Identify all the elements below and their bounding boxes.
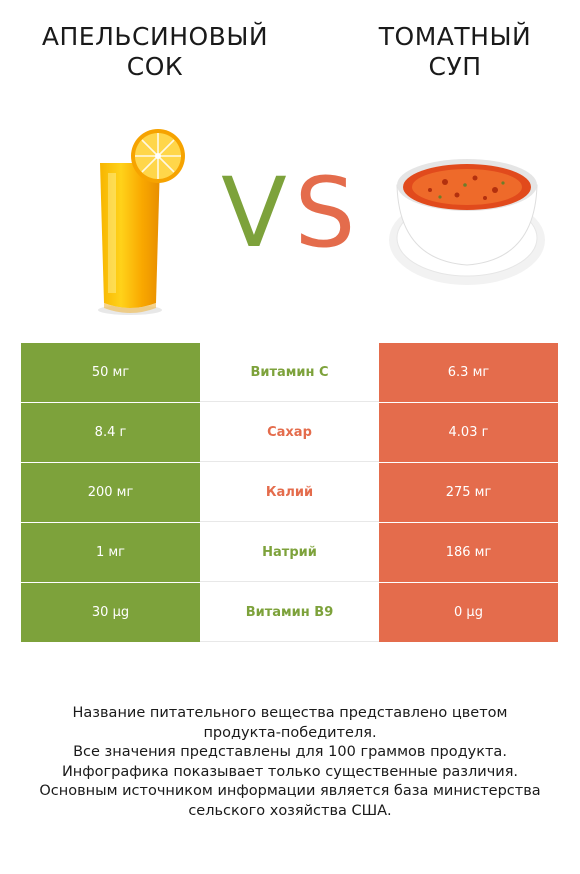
nutrient-name-cell: Натрий: [200, 523, 379, 582]
nutrient-name-cell: Витамин B9: [200, 583, 379, 642]
nutrient-name-cell: Сахар: [200, 403, 379, 462]
table-row: 1 мг Натрий 186 мг: [21, 523, 558, 583]
table-row: 50 мг Витамин C 6.3 мг: [21, 343, 558, 403]
right-value-cell: 186 мг: [379, 523, 558, 582]
footer-line3-num: 100: [328, 744, 356, 760]
left-value-cell: 30 µg: [21, 583, 200, 642]
right-value-cell: 0 µg: [379, 583, 558, 642]
footer-line4: Инфографика показывает только существенн…: [61, 763, 519, 780]
left-value-cell: 1 мг: [21, 523, 200, 582]
nutrient-name-cell: Калий: [200, 463, 379, 522]
comparison-table: 50 мг Витамин C 6.3 мг 8.4 г Сахар 4.03 г 200 …: [21, 343, 558, 643]
left-title-line2: СОК: [126, 52, 184, 81]
table-row: 30 µg Витамин B9 0 µg: [21, 583, 558, 643]
right-value-cell: 275 мг: [379, 463, 558, 522]
footer-line1: Название питательного вещества представл…: [72, 705, 508, 721]
vs-label: V S: [222, 160, 356, 260]
nutrient-name-cell: Витамин C: [200, 343, 379, 402]
left-title-line1: АПЕЛЬСИНОВЫЙ: [41, 22, 269, 51]
left-value-cell: 200 мг: [21, 463, 200, 522]
left-value-cell: 8.4 г: [21, 403, 200, 462]
left-product-title: АПЕЛЬСИНОВЫЙ СОК: [30, 22, 280, 82]
right-title-line1: ТОМАТНЫЙ: [378, 22, 532, 51]
footer-line3-post: граммов продукта.: [355, 744, 507, 760]
right-value-cell: 4.03 г: [379, 403, 558, 462]
footer-line6: сельского хозяйства США.: [188, 802, 392, 819]
footer-line3: Все значения представлены для 100 граммо…: [20, 743, 560, 763]
tomato-soup-image: [389, 159, 545, 285]
footer-line2: продукта-победителя.: [203, 724, 377, 741]
right-title-line2: СУП: [428, 52, 482, 81]
orange-juice-image: [98, 129, 185, 315]
footer-line3-pre: Все значения представлены для: [73, 744, 329, 760]
left-value-cell: 50 мг: [21, 343, 200, 402]
table-row: 200 мг Калий 275 мг: [21, 463, 558, 523]
table-row: 8.4 г Сахар 4.03 г: [21, 403, 558, 463]
right-value-cell: 6.3 мг: [379, 343, 558, 402]
vs-letter-v: V: [222, 160, 287, 260]
right-product-title: ТОМАТНЫЙ СУП: [330, 22, 580, 82]
vs-letter-s: S: [295, 160, 356, 260]
footer-notes: Название питательного вещества представл…: [20, 704, 560, 821]
footer-line5: Основным источником информации является …: [39, 783, 541, 799]
